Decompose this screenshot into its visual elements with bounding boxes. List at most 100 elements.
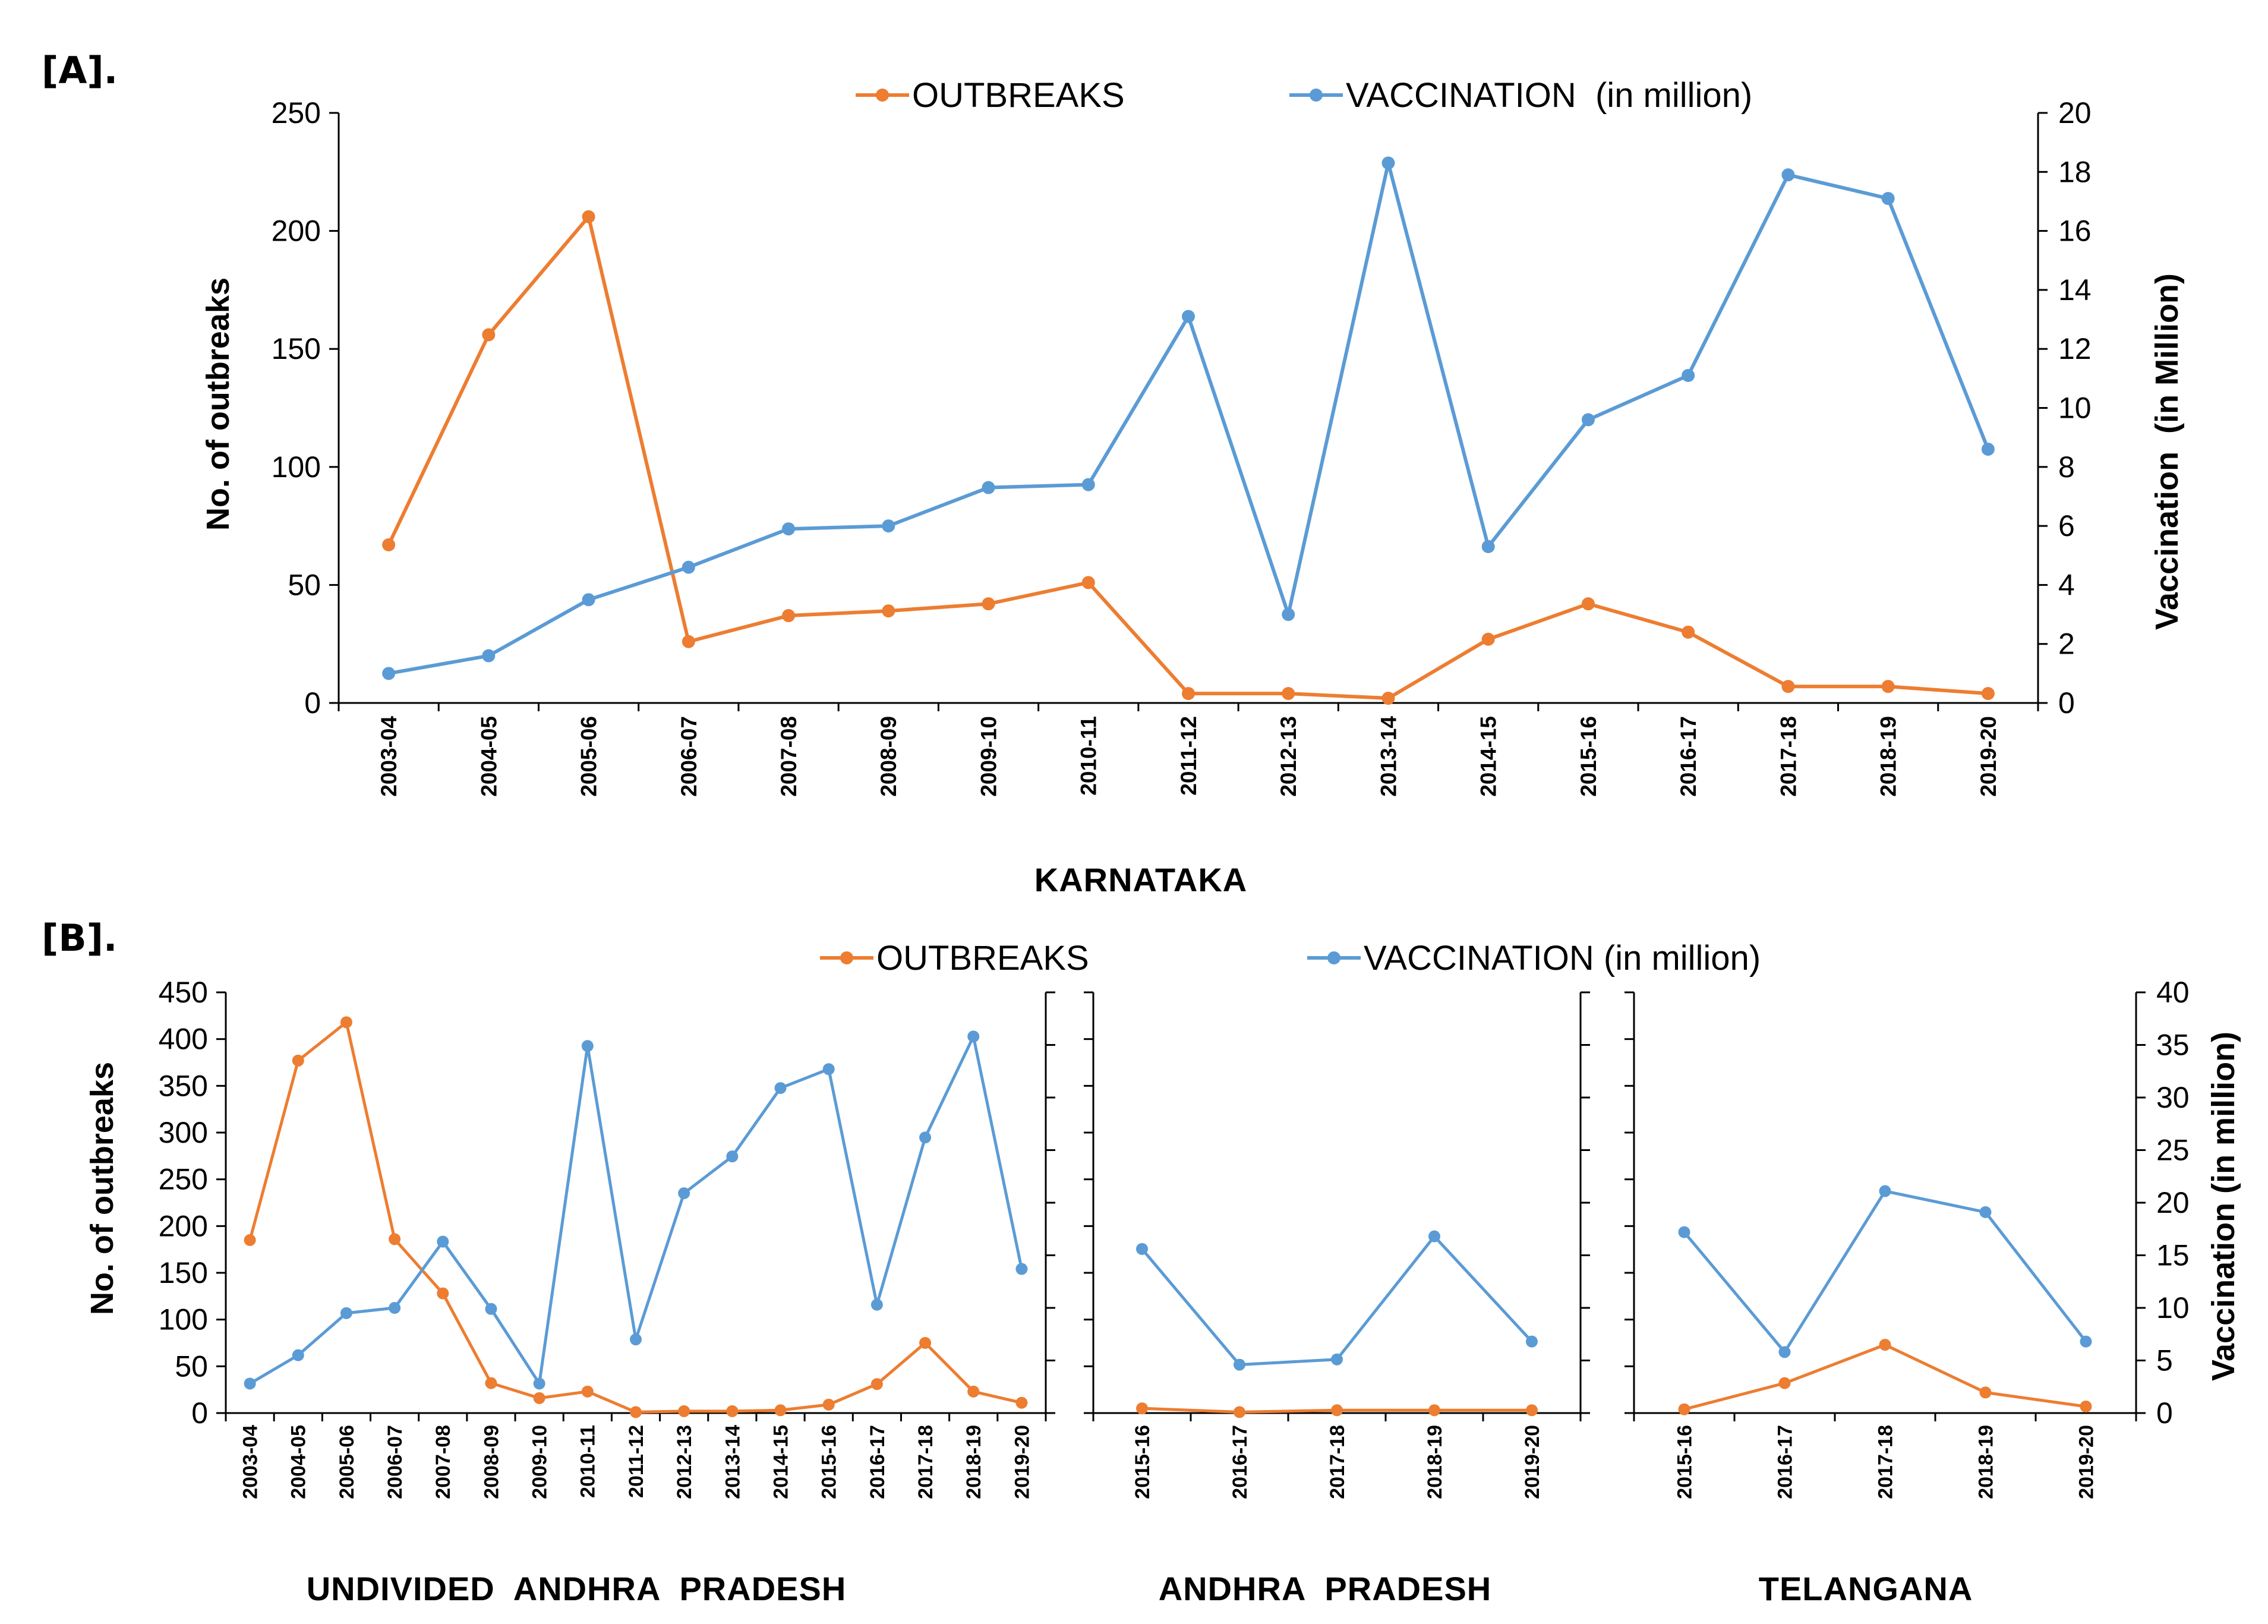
outbreaks-point xyxy=(292,1054,304,1067)
panel-b-legend-outbreaks-label: OUTBREAKS xyxy=(876,939,1089,977)
vaccination-point xyxy=(1682,368,1695,382)
vaccination-point xyxy=(1881,191,1895,205)
x-tick-label: 2004-05 xyxy=(477,716,501,797)
x-tick-label: 2010-11 xyxy=(577,1425,600,1498)
panel-b-legend-vaccination-marker xyxy=(1327,951,1340,964)
x-tick-label: 2014-15 xyxy=(1477,716,1501,797)
y-tick-label: 450 xyxy=(159,976,208,1009)
vaccination-point xyxy=(774,1082,787,1095)
outbreaks-point xyxy=(967,1385,980,1398)
vaccination-point xyxy=(1581,413,1595,427)
vaccination-point xyxy=(1981,443,1995,456)
x-tick-label: 2009-10 xyxy=(976,716,1001,797)
x-tick-label: 2019-20 xyxy=(1011,1425,1033,1499)
y2-tick-label: 4 xyxy=(2058,568,2075,601)
outbreaks-point xyxy=(1879,1339,1891,1351)
outbreaks-point xyxy=(1282,687,1295,701)
panel-a-region-title: KARNATAKA xyxy=(1034,861,1247,898)
outbreaks-point xyxy=(774,1404,787,1417)
outbreaks-point xyxy=(1526,1404,1538,1417)
x-tick-label: 2007-08 xyxy=(777,716,801,797)
outbreaks-point xyxy=(1481,632,1495,646)
outbreaks-point xyxy=(1182,687,1195,701)
panel-a-legend-outbreaks-label: OUTBREAKS xyxy=(912,76,1125,115)
x-tick-label: 2019-20 xyxy=(1976,716,2001,797)
outbreaks-point xyxy=(870,1378,883,1390)
vaccination-series-line xyxy=(1141,1235,1533,1367)
y-tick-label: 50 xyxy=(175,1349,208,1383)
x-tick-label: 2007-08 xyxy=(432,1425,455,1499)
vaccination-series-line xyxy=(249,1035,1023,1385)
x-tick-label: 2016-17 xyxy=(1774,1425,1796,1499)
vaccination-point xyxy=(485,1303,497,1315)
y-tick-label: 100 xyxy=(272,450,321,484)
x-tick-label: 2018-19 xyxy=(1974,1425,1997,1499)
vaccination-point xyxy=(1182,310,1195,323)
outbreaks-point xyxy=(678,1405,690,1417)
outbreaks-point xyxy=(1081,576,1095,589)
outbreaks-point xyxy=(1136,1402,1148,1415)
y2-tick-label: 35 xyxy=(2156,1029,2190,1062)
panel-b-y2-axis-title: Vaccination (in million) xyxy=(2206,1032,2241,1381)
outbreaks-point xyxy=(382,538,396,551)
y2-tick-label: 0 xyxy=(2156,1396,2173,1430)
y-tick-label: 300 xyxy=(159,1116,208,1149)
vaccination-point xyxy=(244,1377,256,1390)
vaccination-point xyxy=(1015,1263,1028,1275)
y2-tick-label: 8 xyxy=(2058,450,2075,484)
y-tick-label: 0 xyxy=(191,1396,208,1430)
vaccination-point xyxy=(967,1030,980,1043)
x-tick-label: 2013-14 xyxy=(1376,716,1400,797)
y2-tick-label: 0 xyxy=(2058,686,2075,720)
vaccination-point xyxy=(782,522,796,536)
y-tick-label: 200 xyxy=(159,1209,208,1243)
y-tick-label: 250 xyxy=(272,96,321,130)
panel-a-tag: [A]. xyxy=(42,49,118,92)
vaccination-point xyxy=(1381,156,1395,170)
outbreaks-point xyxy=(822,1398,835,1411)
outbreaks-point xyxy=(485,1377,497,1389)
panel-b-region-title-andhra: ANDHRA PRADESH xyxy=(1159,1570,1492,1607)
outbreaks-point xyxy=(2080,1400,2092,1412)
outbreaks-point xyxy=(1881,680,1895,693)
y2-tick-label: 20 xyxy=(2058,96,2092,130)
y2-tick-label: 15 xyxy=(2156,1239,2190,1272)
y-tick-label: 0 xyxy=(304,686,321,720)
vaccination-point xyxy=(1979,1206,1992,1218)
panel-b-y-axis-title: No. of outbreaks xyxy=(84,1062,120,1315)
x-tick-label: 2012-13 xyxy=(673,1425,696,1499)
vaccination-point xyxy=(726,1150,739,1163)
panel-a-legend-vaccination-marker xyxy=(1310,89,1323,102)
vaccination-point xyxy=(682,560,695,574)
vaccination-point xyxy=(1879,1185,1891,1197)
chart-b1: 0 50 100 150 200 250 300 350 400 450 2003-04 2004-0… xyxy=(159,976,1055,1499)
outbreaks-point xyxy=(1682,625,1695,639)
y-tick-label: 150 xyxy=(272,332,321,365)
vaccination-point xyxy=(437,1235,449,1248)
outbreaks-point xyxy=(533,1392,545,1404)
vaccination-point xyxy=(482,649,496,663)
x-tick-label: 2019-20 xyxy=(2075,1425,2097,1499)
y2-tick-label: 10 xyxy=(2156,1291,2190,1325)
y-tick-label: 100 xyxy=(159,1303,208,1336)
vaccination-point xyxy=(1678,1226,1690,1238)
x-tick-label: 2016-17 xyxy=(1229,1425,1251,1499)
x-tick-label: 2013-14 xyxy=(721,1425,744,1499)
outbreaks-point xyxy=(919,1337,932,1349)
vaccination-point xyxy=(919,1131,932,1144)
outbreaks-series-line xyxy=(248,1020,1022,1414)
y-tick-label: 350 xyxy=(159,1069,208,1102)
chart-a: 0 50 100 150 200 250 0 2 4 6 8 10 12 14 16 18 20 2003-04 2… xyxy=(272,96,2092,797)
x-tick-label: 2003-04 xyxy=(239,1425,261,1499)
y-tick-label: 200 xyxy=(272,215,321,248)
y2-tick-label: 10 xyxy=(2058,392,2092,425)
outbreaks-point xyxy=(630,1406,642,1418)
vaccination-series-line xyxy=(388,161,1990,676)
x-tick-label: 2015-16 xyxy=(1673,1425,1696,1499)
outbreaks-point xyxy=(682,635,695,648)
y2-tick-label: 16 xyxy=(2058,215,2092,248)
panel-b-region-title-telangana: TELANGANA xyxy=(1759,1570,1973,1607)
x-tick-label: 2016-17 xyxy=(866,1425,889,1499)
panel-b-legend-vaccination-label: VACCINATION (in million) xyxy=(1364,939,1761,977)
y2-tick-label: 12 xyxy=(2058,332,2092,365)
